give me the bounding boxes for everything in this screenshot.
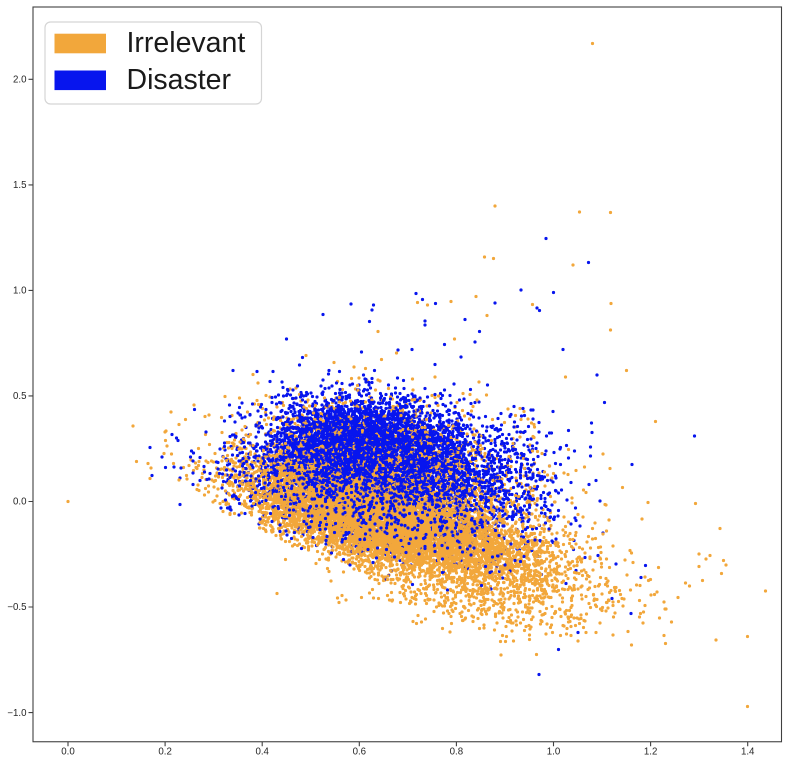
svg-text:0.2: 0.2 <box>158 747 171 758</box>
svg-text:2.0: 2.0 <box>13 75 27 86</box>
svg-text:0.6: 0.6 <box>353 747 366 758</box>
svg-text:−0.5: −0.5 <box>7 602 26 613</box>
svg-text:1.2: 1.2 <box>644 747 657 758</box>
svg-text:Irrelevant: Irrelevant <box>127 27 246 59</box>
svg-text:0.0: 0.0 <box>13 497 27 508</box>
svg-text:1.4: 1.4 <box>741 747 755 758</box>
svg-text:0.0: 0.0 <box>61 747 75 758</box>
svg-text:Disaster: Disaster <box>127 64 232 96</box>
svg-text:1.0: 1.0 <box>547 747 561 758</box>
svg-text:1.0: 1.0 <box>13 286 27 297</box>
svg-text:0.4: 0.4 <box>255 747 269 758</box>
svg-text:1.5: 1.5 <box>13 180 26 191</box>
svg-text:−1.0: −1.0 <box>7 708 27 719</box>
svg-text:0.5: 0.5 <box>13 391 26 402</box>
svg-text:0.8: 0.8 <box>450 747 463 758</box>
